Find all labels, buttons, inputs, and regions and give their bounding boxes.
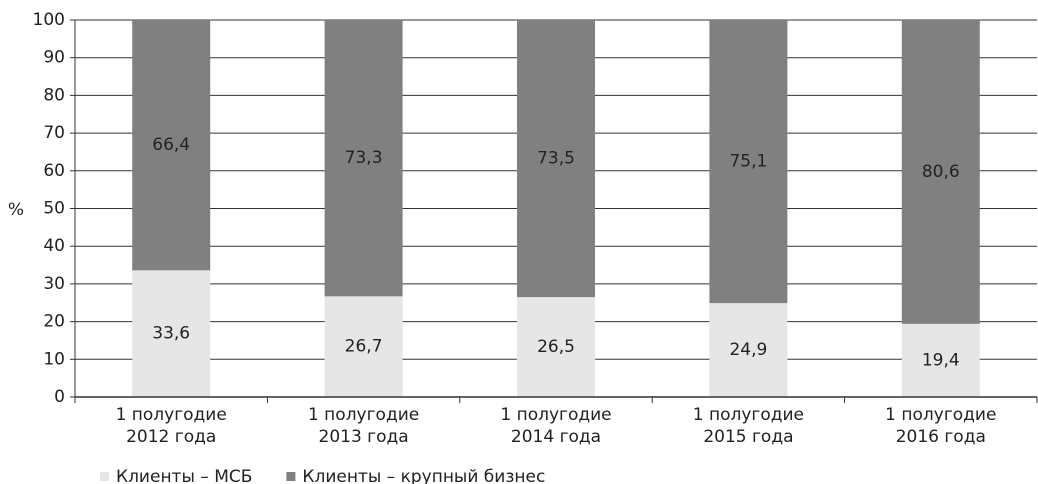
y-tick-label: 10 (43, 349, 65, 369)
data-label: 24,9 (729, 340, 767, 360)
data-label: 75,1 (729, 152, 767, 172)
x-tick-label: 1 полугодие (500, 405, 611, 425)
bar-segment (709, 20, 788, 304)
bar-segment (901, 20, 980, 324)
y-tick-label: 0 (54, 387, 65, 407)
x-tick-label: 1 полугодие (693, 405, 804, 425)
x-tick-label: 2013 года (319, 427, 409, 447)
data-label: 73,5 (537, 149, 575, 169)
x-tick-label: 2014 года (511, 427, 601, 447)
data-label: 33,6 (152, 324, 190, 344)
bar-segment (132, 270, 211, 397)
y-tick-label: 60 (43, 161, 65, 181)
bar-segment (901, 323, 980, 397)
x-tick-label: 1 полугодие (885, 405, 996, 425)
y-tick-label: 100 (33, 10, 65, 30)
legend-label: Клиенты – крупный бизнес (302, 467, 545, 484)
bar-segment (324, 296, 403, 397)
x-tick-label: 1 полугодие (116, 405, 227, 425)
bar-segment (709, 303, 788, 397)
y-tick-label: 20 (43, 312, 65, 332)
legend-swatch (286, 472, 296, 481)
bar-segment (517, 20, 595, 298)
legend-swatch (100, 472, 109, 481)
data-label: 26,7 (345, 337, 383, 357)
x-tick-label: 2012 года (126, 427, 216, 447)
data-label: 26,5 (537, 337, 575, 357)
y-tick-label: 40 (43, 236, 65, 256)
y-tick-label: 70 (43, 123, 65, 143)
data-label: 80,6 (922, 162, 960, 182)
data-label: 19,4 (922, 350, 960, 370)
legend-label: Клиенты – МСБ (116, 467, 252, 484)
x-tick-label: 1 полугодие (308, 405, 419, 425)
y-tick-label: 90 (43, 48, 65, 68)
y-tick-label: 50 (43, 199, 65, 219)
y-tick-label: 80 (43, 85, 65, 105)
bar-segment (132, 20, 211, 271)
data-label: 66,4 (152, 135, 190, 155)
data-label: 73,3 (345, 148, 383, 168)
y-tick-label: 30 (43, 274, 65, 294)
bar-segment (324, 20, 403, 297)
bar-segment (517, 297, 595, 397)
x-tick-label: 2016 года (896, 427, 986, 447)
x-tick-label: 2015 года (703, 427, 793, 447)
y-axis-label: % (8, 200, 24, 220)
